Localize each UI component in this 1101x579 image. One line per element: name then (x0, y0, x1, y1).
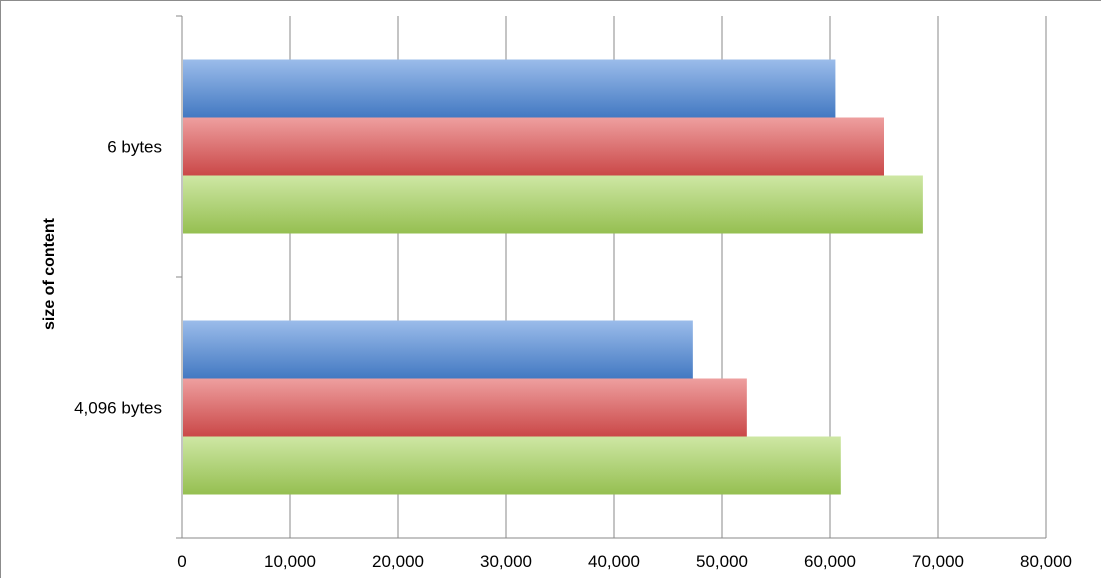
x-tick-label: 60,000 (804, 552, 856, 571)
x-tick-label: 20,000 (372, 552, 424, 571)
x-tick-labels: 0 10,000 20,000 30,000 40,000 50,000 60,000 70,… (177, 552, 1072, 571)
x-tick-label: 40,000 (588, 552, 640, 571)
y-axis-label: size of content (41, 217, 58, 330)
y-tick-label: 6 bytes (107, 138, 162, 157)
bar (183, 59, 836, 118)
bar (183, 378, 747, 437)
x-tick-label: 70,000 (912, 552, 964, 571)
x-tick-label: 50,000 (696, 552, 748, 571)
bar (183, 436, 841, 495)
bar (183, 175, 923, 234)
x-tick-label: 30,000 (480, 552, 532, 571)
bar (183, 320, 693, 379)
y-tick-label: 4,096 bytes (74, 399, 162, 418)
y-tick-labels: 6 bytes 4,096 bytes (74, 138, 162, 418)
x-tick-label: 80,000 (1020, 552, 1072, 571)
bars (183, 59, 923, 495)
x-tick-label: 10,000 (264, 552, 316, 571)
x-tick-label: 0 (177, 552, 186, 571)
axes (176, 15, 1046, 539)
bar (183, 117, 884, 176)
